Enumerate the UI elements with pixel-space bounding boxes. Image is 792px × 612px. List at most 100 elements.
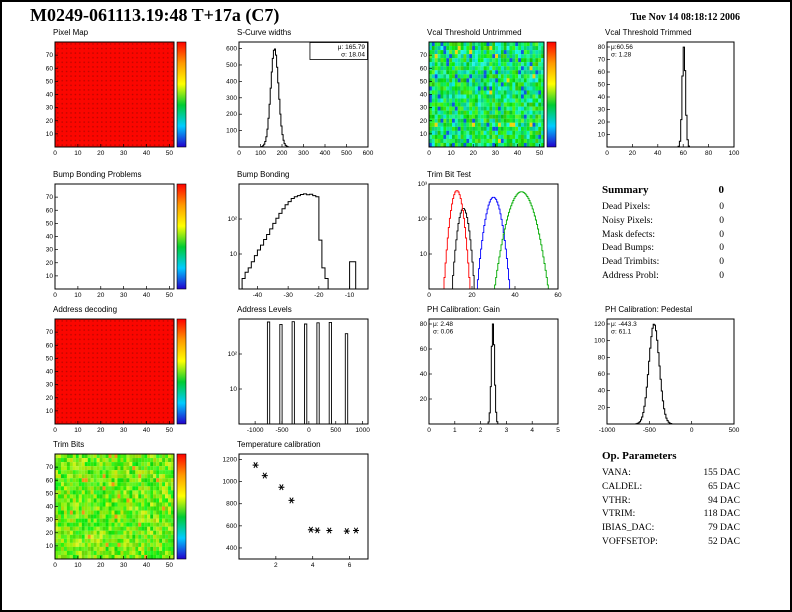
svg-text:600: 600 [226, 523, 237, 530]
panel-vcal-threshold-trimmed: Vcal Threshold Trimmed 0 20 40 60 80 100 10 20 3… [590, 28, 740, 160]
svg-text:1: 1 [453, 427, 457, 434]
svg-text:30: 30 [46, 382, 54, 389]
svg-text:10²: 10² [228, 216, 238, 223]
pixel-map-chart: 0 10 20 30 40 50 10 20 30 40 50 60 70 [46, 41, 187, 157]
svg-text:6: 6 [348, 562, 352, 569]
svg-text:-1000: -1000 [599, 427, 616, 434]
temperature-calibration-chart: 2 4 6 400 600 800 1000 1200 [223, 453, 369, 569]
bump-problems-chart: 0 10 20 30 40 50 10 20 30 40 50 60 70 [46, 183, 187, 299]
op-parameters-rows: VANA: 155 DAC CALDEL: 65 DAC VTHR: 94 DAC VTRI… [602, 467, 740, 550]
info-row: IBIAS_DAC: 79 DAC [602, 523, 740, 534]
svg-text:10: 10 [46, 408, 54, 415]
svg-text:σ: 18.04: σ: 18.04 [341, 52, 365, 59]
info-row: Noisy Pixels: 0 [602, 215, 724, 226]
svg-text:0: 0 [53, 292, 57, 299]
svg-text:20: 20 [46, 530, 54, 537]
svg-text:3: 3 [505, 427, 509, 434]
panel-bump-bonding: Bump Bonding -40 -30 -20 -10 10 10² [222, 170, 374, 302]
svg-text:50: 50 [166, 292, 174, 299]
panel-title-vcal-trimmed: Vcal Threshold Trimmed [605, 28, 692, 37]
svg-text:10: 10 [598, 132, 606, 139]
svg-text:50: 50 [46, 355, 54, 362]
svg-text:0: 0 [605, 150, 609, 157]
svg-text:40: 40 [420, 371, 428, 378]
svg-text:60: 60 [46, 207, 54, 214]
svg-text:60: 60 [680, 150, 688, 157]
svg-text:20: 20 [97, 292, 105, 299]
panel-title-trim-bits: Trim Bits [53, 440, 85, 449]
svg-text:-1000: -1000 [247, 427, 264, 434]
svg-text:30: 30 [46, 517, 54, 524]
panel-trim-bits: Trim Bits 0 10 20 30 40 50 10 20 30 40 50 60 70 [38, 440, 194, 572]
trim-bit-test-chart: 0 20 40 60 10 10² 10³ [418, 181, 562, 299]
svg-text:100: 100 [255, 150, 266, 157]
svg-text:50: 50 [46, 490, 54, 497]
svg-text:50: 50 [166, 427, 174, 434]
svg-text:100: 100 [729, 150, 740, 157]
svg-text:120: 120 [594, 321, 605, 328]
address-levels-chart: -1000 -500 0 500 1000 10 10² [228, 318, 370, 434]
svg-text:20: 20 [97, 150, 105, 157]
svg-text:40: 40 [46, 92, 54, 99]
svg-text:40: 40 [143, 562, 151, 569]
svg-text:10: 10 [447, 150, 455, 157]
svg-text:10: 10 [74, 427, 82, 434]
svg-text:40: 40 [46, 234, 54, 241]
svg-text:20: 20 [97, 562, 105, 569]
svg-text:4: 4 [311, 562, 315, 569]
svg-text:500: 500 [729, 427, 740, 434]
svg-text:50: 50 [166, 562, 174, 569]
svg-text:40: 40 [143, 292, 151, 299]
svg-text:40: 40 [598, 388, 606, 395]
panel-temperature-calibration: Temperature calibration 2 4 6 400 600 800 1000… [222, 440, 374, 572]
op-parameters-block: Op. Parameters VANA: 155 DAC CALDEL: 65 DAC… [602, 450, 740, 550]
svg-text:20: 20 [46, 118, 54, 125]
svg-text:50: 50 [598, 82, 606, 89]
svg-text:20: 20 [46, 260, 54, 267]
svg-text:5: 5 [556, 427, 560, 434]
svg-text:50: 50 [46, 78, 54, 85]
svg-text:σ: 1.28: σ: 1.28 [611, 52, 632, 59]
svg-text:30: 30 [420, 105, 428, 112]
svg-text:60: 60 [46, 477, 54, 484]
svg-text:2: 2 [479, 427, 483, 434]
svg-text:0: 0 [307, 427, 311, 434]
svg-text:-40: -40 [253, 292, 263, 299]
info-row: VTHR: 94 DAC [602, 495, 740, 506]
panel-title-vcal-untrimmed: Vcal Threshold Untrimmed [427, 28, 522, 37]
svg-text:20: 20 [598, 119, 606, 126]
ph-gain-chart: 0 1 2 3 4 5 20 40 60 80 μ: 2.48σ: 0.06 [420, 318, 560, 434]
svg-text:600: 600 [226, 46, 237, 53]
trim-bits-chart: 0 10 20 30 40 50 10 20 30 40 50 60 70 [46, 453, 187, 569]
svg-text:200: 200 [277, 150, 288, 157]
svg-text:2: 2 [274, 562, 278, 569]
panel-title-address-levels: Address Levels [237, 305, 292, 314]
svg-text:20: 20 [420, 396, 428, 403]
svg-text:10: 10 [46, 131, 54, 138]
svg-text:50: 50 [536, 150, 544, 157]
svg-text:70: 70 [46, 464, 54, 471]
svg-text:0: 0 [690, 427, 694, 434]
svg-text:40: 40 [420, 92, 428, 99]
svg-text:μ:60.56: μ:60.56 [611, 44, 633, 51]
info-row: VOFFSETOP: 52 DAC [602, 536, 740, 547]
svg-text:60: 60 [598, 69, 606, 76]
svg-text:60: 60 [46, 65, 54, 72]
svg-text:10: 10 [46, 543, 54, 550]
svg-text:20: 20 [629, 150, 637, 157]
svg-text:1000: 1000 [223, 479, 238, 486]
svg-text:400: 400 [320, 150, 331, 157]
panel-s-curve-widths: S-Curve widths 0 100 200 300 400 500 600 100 200… [222, 28, 374, 160]
svg-text:30: 30 [120, 562, 128, 569]
svg-text:0: 0 [237, 150, 241, 157]
svg-text:60: 60 [420, 346, 428, 353]
bump-bonding-chart: -40 -30 -20 -10 10 10² [228, 183, 369, 299]
svg-text:40: 40 [46, 369, 54, 376]
svg-text:10: 10 [420, 251, 428, 258]
panel-title-temperature-calibration: Temperature calibration [237, 440, 321, 449]
svg-text:30: 30 [492, 150, 500, 157]
panel-address-levels: Address Levels -1000 -500 0 500 1000 10 10² [222, 305, 374, 437]
svg-text:30: 30 [120, 427, 128, 434]
svg-text:10: 10 [230, 251, 238, 258]
info-row: CALDEL: 65 DAC [602, 481, 740, 492]
